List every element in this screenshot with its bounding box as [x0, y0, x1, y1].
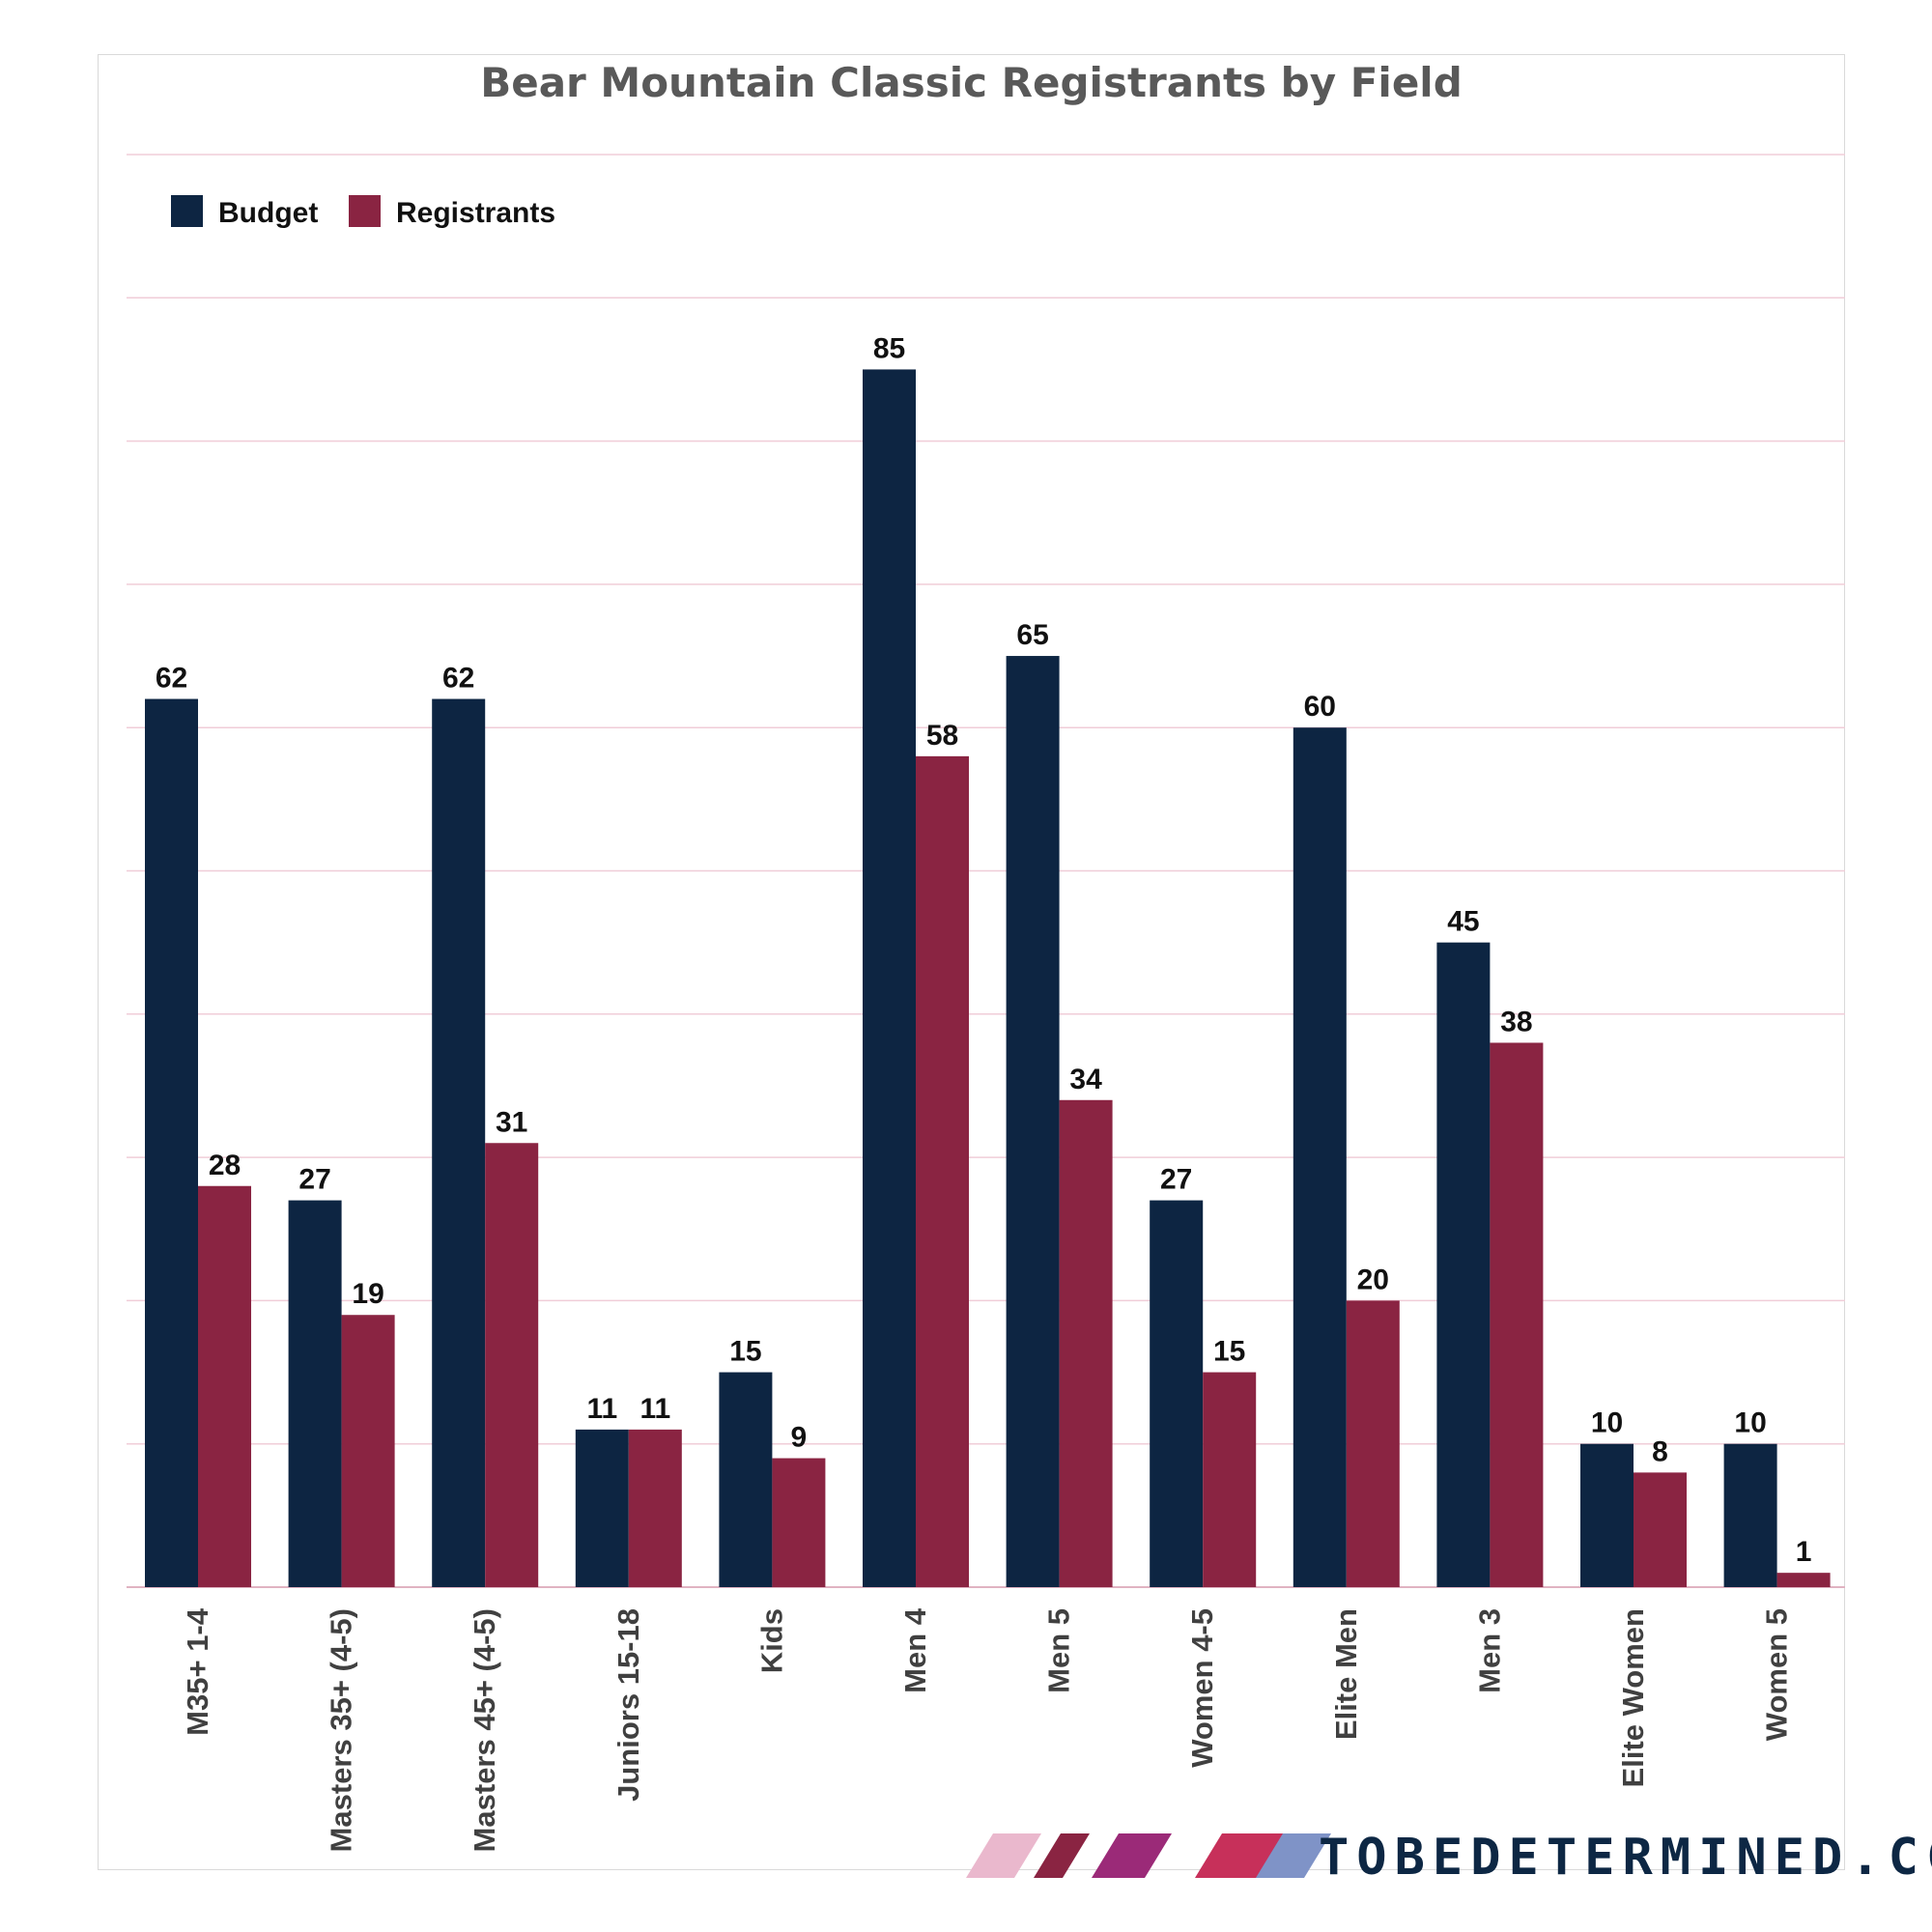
bar-registrants-8 — [1346, 1300, 1400, 1587]
value-label-budget-7: 27 — [1160, 1164, 1192, 1196]
bar-budget-9 — [1436, 942, 1491, 1587]
category-label-3: Juniors 15-18 — [611, 1608, 645, 1802]
brand-stripes — [966, 1833, 1331, 1878]
bar-registrants-0 — [198, 1185, 251, 1587]
bar-budget-6 — [1006, 656, 1060, 1587]
bar-registrants-9 — [1490, 1042, 1544, 1587]
value-label-budget-0: 62 — [156, 663, 187, 695]
category-label-10: Elite Women — [1616, 1608, 1650, 1787]
value-label-registrants-11: 1 — [1796, 1536, 1812, 1568]
category-label-8: Elite Men — [1329, 1608, 1363, 1740]
bar-budget-0 — [145, 698, 198, 1587]
category-labels: M35+ 1-4 Masters 35+ (4-5) Masters 45+ (4-… — [181, 1607, 1794, 1852]
value-label-budget-5: 85 — [873, 332, 905, 364]
value-label-registrants-5: 58 — [926, 720, 958, 752]
value-labels: 62 28 27 19 62 31 11 11 15 9 85 58 65 34 27 15 60 20 45 38 1… — [156, 332, 1812, 1568]
value-label-registrants-6: 34 — [1069, 1064, 1102, 1095]
chart-title: Bear Mountain Classic Registrants by Fie… — [480, 59, 1463, 106]
bar-registrants-2 — [485, 1143, 539, 1587]
value-label-budget-9: 45 — [1447, 906, 1479, 938]
value-label-registrants-7: 15 — [1213, 1336, 1245, 1368]
value-label-registrants-3: 11 — [639, 1393, 670, 1425]
bar-budget-11 — [1723, 1443, 1777, 1587]
legend-swatch-budget — [171, 195, 203, 227]
value-label-budget-3: 11 — [586, 1393, 617, 1425]
bar-budget-8 — [1293, 727, 1347, 1587]
bar-registrants-6 — [1059, 1099, 1113, 1587]
bar-budget-7 — [1150, 1200, 1204, 1587]
gridlines — [127, 154, 1845, 1588]
bar-budget-4 — [719, 1372, 773, 1587]
bar-budget-5 — [863, 369, 916, 1588]
legend-label-registrants: Registrants — [396, 197, 555, 229]
value-label-budget-4: 15 — [729, 1336, 761, 1368]
category-label-5: Men 4 — [898, 1607, 932, 1693]
bar-registrants-3 — [628, 1429, 682, 1587]
brand-stripe-0 — [966, 1833, 1041, 1878]
value-label-budget-6: 65 — [1016, 619, 1048, 651]
bar-budget-2 — [432, 698, 486, 1587]
category-label-7: Women 4-5 — [1185, 1608, 1219, 1768]
bar-registrants-10 — [1634, 1472, 1687, 1587]
brand-stripe-4 — [1256, 1833, 1331, 1878]
value-label-budget-1: 27 — [298, 1164, 330, 1196]
legend-label-budget: Budget — [218, 197, 318, 229]
value-label-budget-8: 60 — [1304, 691, 1336, 723]
category-label-6: Men 5 — [1042, 1608, 1076, 1693]
bar-budget-1 — [288, 1200, 342, 1587]
category-label-4: Kids — [754, 1608, 788, 1673]
bar-registrants-5 — [916, 755, 969, 1587]
value-label-registrants-10: 8 — [1652, 1435, 1668, 1467]
bar-registrants-11 — [1776, 1573, 1831, 1587]
bar-registrants-4 — [772, 1458, 826, 1587]
brand-stripe-1 — [1034, 1833, 1090, 1878]
value-label-registrants-4: 9 — [791, 1422, 808, 1454]
legend-swatch-registrants — [349, 195, 381, 227]
category-label-1: Masters 35+ (4-5) — [325, 1608, 358, 1852]
value-label-registrants-0: 28 — [209, 1150, 241, 1181]
value-label-budget-10: 10 — [1591, 1407, 1623, 1439]
legend: Budget Registrants — [171, 195, 555, 229]
bars — [145, 369, 1831, 1588]
category-label-9: Men 3 — [1472, 1608, 1506, 1693]
brand-stripe-2 — [1092, 1833, 1172, 1878]
value-label-budget-11: 10 — [1734, 1407, 1766, 1439]
bar-registrants-7 — [1203, 1372, 1257, 1587]
value-label-registrants-9: 38 — [1500, 1006, 1532, 1037]
category-label-0: M35+ 1-4 — [181, 1607, 214, 1736]
bar-budget-3 — [575, 1429, 629, 1587]
value-label-registrants-1: 19 — [352, 1278, 384, 1310]
value-label-registrants-8: 20 — [1357, 1264, 1389, 1295]
brand-wordmark: TOBEDETERMINED.CC — [1319, 1829, 1932, 1887]
value-label-registrants-2: 31 — [496, 1106, 527, 1138]
value-label-budget-2: 62 — [442, 663, 474, 695]
bar-budget-10 — [1580, 1443, 1634, 1587]
bar-registrants-1 — [341, 1315, 395, 1587]
category-label-11: Women 5 — [1760, 1608, 1794, 1741]
category-label-2: Masters 45+ (4-5) — [468, 1608, 501, 1852]
